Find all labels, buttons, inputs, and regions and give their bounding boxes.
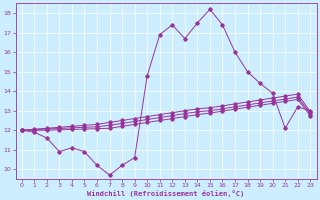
X-axis label: Windchill (Refroidissement éolien,°C): Windchill (Refroidissement éolien,°C)	[87, 190, 245, 197]
